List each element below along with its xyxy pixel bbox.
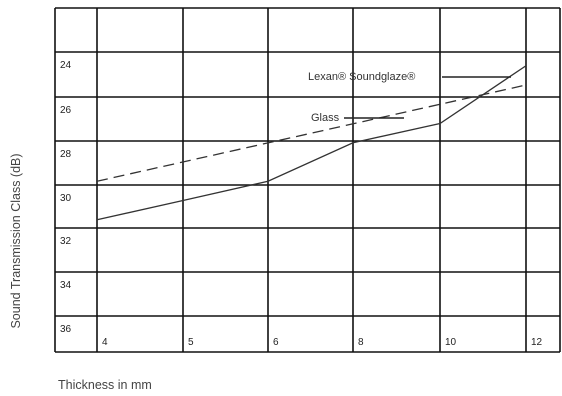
y-tick-labels: 24 26 28 30 32 34 36 bbox=[60, 60, 72, 335]
series-line-glass bbox=[96, 84, 527, 182]
x-tick-label: 4 bbox=[102, 337, 108, 348]
y-tick-label: 36 bbox=[60, 324, 72, 335]
y-axis-label: Sound Transmission Class (dB) bbox=[9, 153, 23, 328]
y-tick-label: 24 bbox=[60, 60, 72, 71]
x-axis-label: Thickness in mm bbox=[58, 378, 152, 392]
series-line-lexan bbox=[96, 65, 527, 221]
chart-grid bbox=[54, 7, 561, 353]
y-tick-label: 26 bbox=[60, 105, 72, 116]
y-tick-label: 28 bbox=[60, 149, 72, 160]
series-label-lexan: Lexan® Soundglaze® bbox=[308, 71, 415, 83]
x-tick-label: 10 bbox=[445, 337, 457, 348]
x-tick-label: 5 bbox=[188, 337, 194, 348]
y-tick-label: 30 bbox=[60, 193, 72, 204]
x-tick-label: 12 bbox=[531, 337, 543, 348]
series-annotations: Lexan® Soundglaze® Glass bbox=[308, 71, 511, 124]
series-label-glass: Glass bbox=[311, 112, 340, 124]
y-tick-label: 34 bbox=[60, 280, 72, 291]
series-lines bbox=[96, 65, 527, 221]
x-tick-label: 6 bbox=[273, 337, 279, 348]
y-tick-label: 32 bbox=[60, 236, 72, 247]
x-tick-label: 8 bbox=[358, 337, 364, 348]
x-tick-labels: 4 5 6 8 10 12 bbox=[102, 337, 543, 348]
